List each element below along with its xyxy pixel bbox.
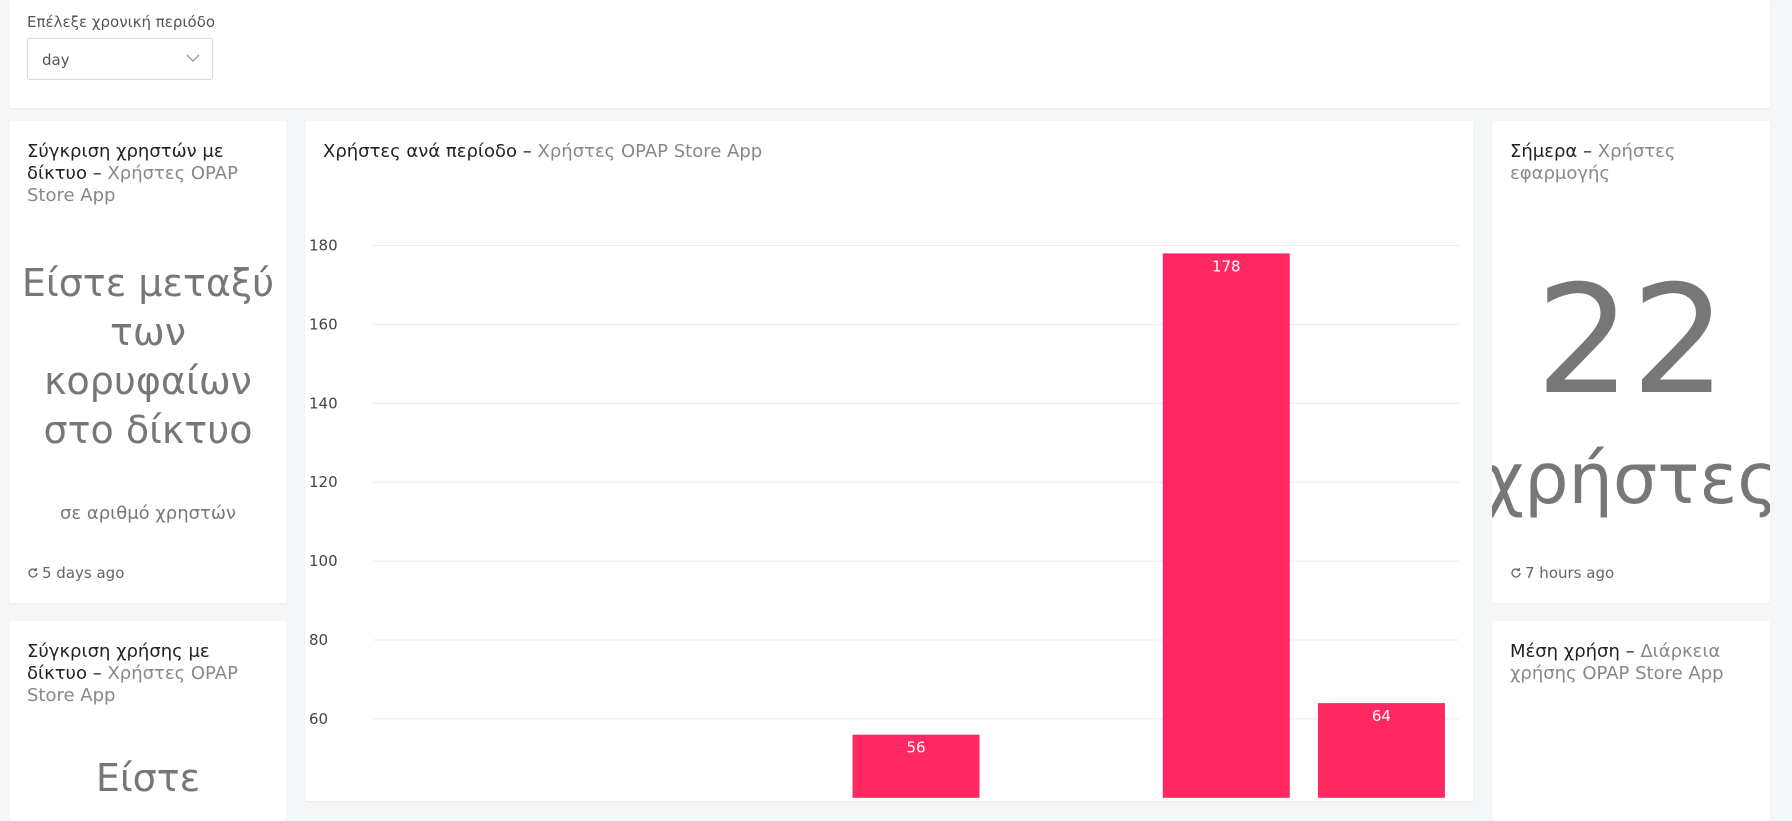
title-separator: – — [522, 141, 532, 162]
card-subtitle: Χρήστες OPAP Store App — [27, 663, 238, 706]
period-label: Επέλεξε χρονική περιόδο — [27, 13, 216, 31]
y-tick-label: 120 — [309, 473, 338, 491]
updated-text: 5 days ago — [42, 564, 125, 582]
today-users-unit: χρήστες — [1492, 438, 1770, 520]
rank-text: Είστε — [95, 756, 201, 800]
y-tick-label: 80 — [309, 631, 328, 649]
y-tick-label: 60 — [309, 710, 328, 728]
card-title: Σύγκριση χρήσης με δίκτυο – Χρήστες OPAP… — [27, 641, 269, 707]
bar[interactable] — [1162, 253, 1290, 798]
title-separator: – — [92, 163, 102, 184]
bar-value-label: 56 — [906, 739, 925, 757]
card-title-main: Σύγκριση χρήσης με δίκτυο — [27, 641, 210, 684]
y-tick-label: 160 — [309, 315, 338, 333]
compare-users-card: Σύγκριση χρηστών με δίκτυο – Χρήστες OPA… — [9, 121, 287, 603]
today-users-card: Σήμερα – Χρήστες εφαρμογής 22 χρήστες 7 … — [1492, 121, 1770, 603]
average-usage-card: Μέση χρήση – Διάρκεια χρήσης OPAP Store … — [1492, 621, 1770, 821]
title-separator: – — [1625, 641, 1635, 662]
period-selected-value: day — [42, 51, 70, 69]
card-title-main: Σύγκριση χρηστών με δίκτυο — [27, 141, 224, 184]
card-title: Μέση χρήση – Διάρκεια χρήσης OPAP Store … — [1510, 641, 1752, 685]
users-bar-chart: 60 80 100 120 140 160 180 56 178 64 — [309, 237, 1459, 798]
updated-text: 7 hours ago — [1525, 564, 1615, 582]
card-title-main: Σήμερα — [1510, 141, 1578, 162]
updated-timestamp: 5 days ago — [27, 564, 124, 582]
card-subtitle: Χρήστες OPAP Store App — [537, 141, 763, 162]
card-title-main: Χρήστες ανά περίοδο — [323, 141, 518, 162]
card-title: Χρήστες ανά περίοδο – Χρήστες OPAP Store… — [323, 141, 1455, 163]
bar-value-label: 64 — [1372, 707, 1391, 725]
card-subtitle: Χρήστες εφαρμογής — [1510, 141, 1676, 184]
refresh-icon — [1511, 568, 1521, 578]
title-separator: – — [1583, 141, 1592, 162]
rank-subtext: σε αριθμό χρηστών — [59, 503, 237, 524]
card-title: Σήμερα – Χρήστες εφαρμογής — [1510, 141, 1752, 185]
card-title-main: Μέση χρήση — [1510, 641, 1620, 662]
title-separator: – — [92, 663, 102, 684]
card-subtitle: Χρήστες OPAP Store App — [27, 163, 238, 206]
rank-text: Είστε μεταξύ των κορυφαίων στο δίκτυο — [21, 261, 275, 452]
y-tick-label: 100 — [309, 552, 338, 570]
bar-value-label: 178 — [1212, 257, 1241, 275]
card-subtitle: Διάρκεια χρήσης OPAP Store App — [1510, 641, 1724, 684]
y-tick-label: 140 — [309, 394, 338, 412]
y-tick-label: 180 — [309, 237, 338, 255]
updated-timestamp: 7 hours ago — [1510, 564, 1614, 582]
period-select[interactable]: day — [27, 38, 213, 80]
card-title: Σύγκριση χρηστών με δίκτυο – Χρήστες OPA… — [27, 141, 269, 207]
compare-usage-card: Σύγκριση χρήσης με δίκτυο – Χρήστες OPAP… — [9, 621, 287, 821]
period-filter-card: Επέλεξε χρονική περιόδο day — [9, 0, 1770, 108]
chevron-down-icon — [186, 54, 200, 62]
users-per-period-card: Χρήστες ανά περίοδο – Χρήστες OPAP Store… — [305, 121, 1473, 801]
today-users-value: 22 — [1535, 254, 1727, 428]
refresh-icon — [28, 568, 38, 578]
